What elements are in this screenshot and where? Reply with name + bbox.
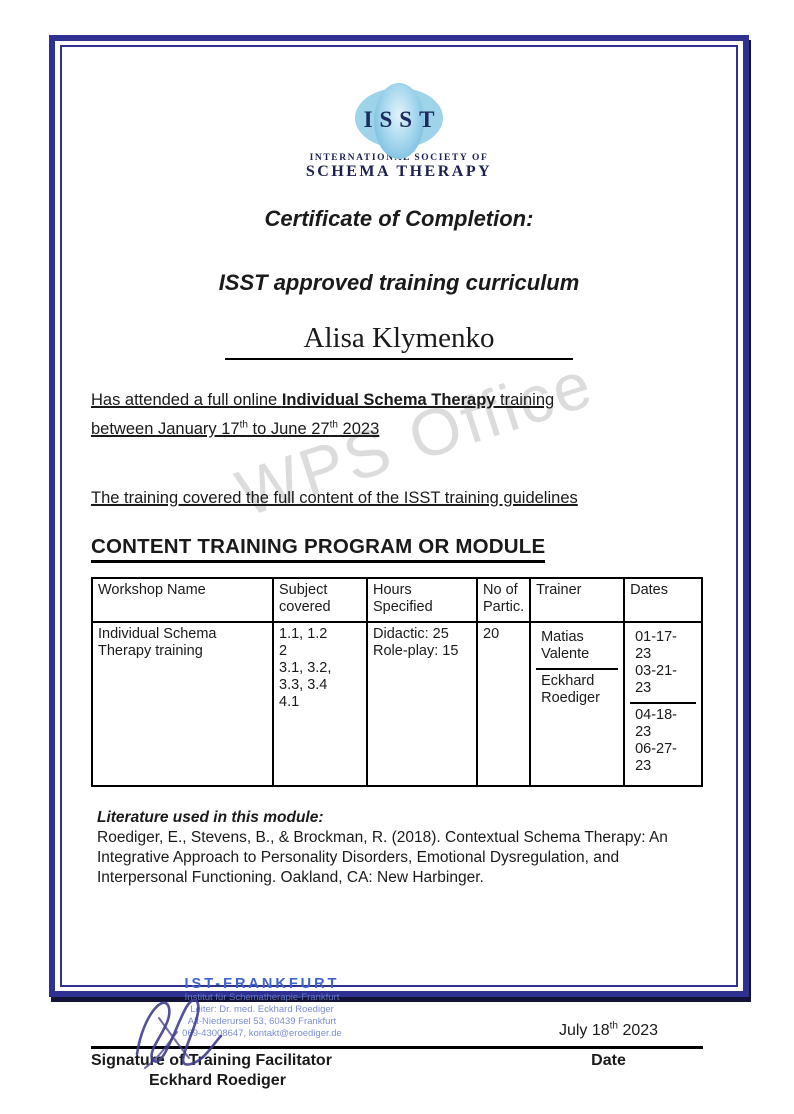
certificate-inner-border: [60, 45, 738, 987]
dates-trainer-2: 04-18-23 06-27-23: [630, 704, 696, 780]
cell-participants: 20: [475, 621, 532, 787]
subject-line: 3.1, 3.2,: [279, 660, 332, 676]
attendance-training-name: Individual Schema Therapy: [281, 391, 496, 409]
trainer-name-line: Valente: [541, 646, 590, 662]
trainer-2: Eckhard Roediger: [536, 670, 618, 720]
certificate-content: ISST INTERNATIONAL SOCIETY OF SCHEMA THE…: [62, 47, 736, 1089]
coverage-paragraph: The training covered the full content of…: [91, 489, 578, 507]
date-line: 06-27-23: [635, 741, 678, 774]
header-dates: Dates: [623, 577, 704, 623]
workshop-line: Individual Schema: [98, 626, 217, 642]
attendance-dates-a: between January 17: [91, 420, 240, 438]
date-line: 01-17-23: [635, 629, 678, 662]
curriculum-title: ISST approved training curriculum: [218, 270, 580, 295]
certificate-outer-border: [49, 35, 749, 997]
subject-line: 1.1, 1.2: [279, 626, 328, 642]
stamp-line-address: Alt-Niederursel 53, 60439 Frankfurt: [187, 1016, 337, 1027]
cell-dates: 01-17-23 03-21-23 04-18-23 06-27-23: [623, 621, 704, 787]
hours-line: Didactic: 25: [373, 626, 449, 642]
date-line: 04-18-23: [635, 707, 678, 740]
cell-hours-specified: Didactic: 25 Role-play: 15: [366, 621, 478, 787]
header-subject-covered: Subject covered: [272, 577, 368, 623]
stamp-line-director: Leiter: Dr. med. Eckhard Roediger: [190, 1004, 334, 1015]
subject-line: 3.3, 3.4: [279, 677, 328, 693]
dates-trainer-1: 01-17-23 03-21-23: [630, 626, 697, 704]
attendance-prefix: Has attended a full online: [91, 391, 282, 409]
subject-line: 2: [279, 643, 288, 659]
date-value-sup: th: [609, 1020, 618, 1032]
isst-logo: ISST INTERNATIONAL SOCIETY OF SCHEMA THE…: [91, 83, 707, 181]
header-trainer: Trainer: [529, 577, 626, 623]
attendance-dates-b: to June 27: [247, 420, 330, 438]
literature-heading: Literature used in this module:: [97, 809, 324, 826]
training-table: Workshop Name Subject covered Hours Spec…: [91, 577, 704, 787]
cell-workshop-name: Individual Schema Therapy training: [91, 621, 274, 787]
header-workshop-name: Workshop Name: [91, 577, 274, 623]
date-value-day: July 18: [558, 1022, 610, 1039]
trainer-name-line: Roediger: [541, 690, 600, 706]
header-no-of-partic: No of Partic.: [475, 577, 532, 623]
recipient-name-underline: Alisa Klymenko: [225, 322, 573, 360]
org-name-line2: SCHEMA THERAPY: [305, 163, 493, 180]
superscript-th-1: th: [239, 419, 248, 431]
recipient-name: Alisa Klymenko: [303, 322, 495, 354]
header-hours-specified: Hours Specified: [366, 577, 478, 623]
table-header-row: Workshop Name Subject covered Hours Spec…: [91, 577, 704, 623]
date-label: Date: [591, 1052, 626, 1069]
trainer-name-line: Eckhard: [541, 673, 595, 689]
logo-acronym: ISST: [363, 107, 442, 132]
signature-area: IST-FRANKFURT Institut für Schematherapi…: [91, 974, 707, 1114]
certificate-title: Certificate of Completion:: [264, 206, 534, 231]
isst-logo-art: ISST: [354, 83, 444, 159]
date-line: 03-21-23: [635, 663, 678, 696]
date-value: July 18th 2023: [506, 1020, 711, 1040]
section-heading: CONTENT TRAINING PROGRAM OR MODULE: [91, 535, 546, 563]
handwritten-signature-icon: [135, 998, 223, 1069]
attendance-dates-c: 2023: [337, 420, 380, 438]
logo-ellipse-shape: [374, 83, 424, 159]
literature-reference: Roediger, E., Stevens, B., & Brockman, R…: [97, 829, 668, 886]
date-value-year: 2023: [618, 1022, 659, 1039]
stamp-line-institute: Institut für Schematherapie-Frankfurt: [184, 992, 340, 1003]
attendance-paragraph: Has attended a full online Individual Sc…: [91, 386, 611, 444]
section-heading-wrap: CONTENT TRAINING PROGRAM OR MODULE: [91, 535, 707, 563]
superscript-th-2: th: [329, 419, 338, 431]
stamp-title: IST-FRANKFURT: [184, 976, 340, 992]
attendance-suffix: training: [495, 391, 555, 409]
cell-trainer: Matias Valente Eckhard Roediger: [529, 621, 626, 787]
trainer-name-line: Matias: [541, 629, 584, 645]
hours-line: Role-play: 15: [373, 643, 459, 659]
literature-section: Literature used in this module: Roediger…: [91, 809, 691, 888]
trainer-1: Matias Valente: [536, 626, 619, 670]
table-data-row: Individual Schema Therapy training 1.1, …: [91, 621, 704, 787]
cell-subject-covered: 1.1, 1.2 2 3.1, 3.2, 3.3, 3.4 4.1: [272, 621, 368, 787]
subject-line: 4.1: [279, 694, 300, 710]
workshop-line: Therapy training: [98, 643, 203, 659]
